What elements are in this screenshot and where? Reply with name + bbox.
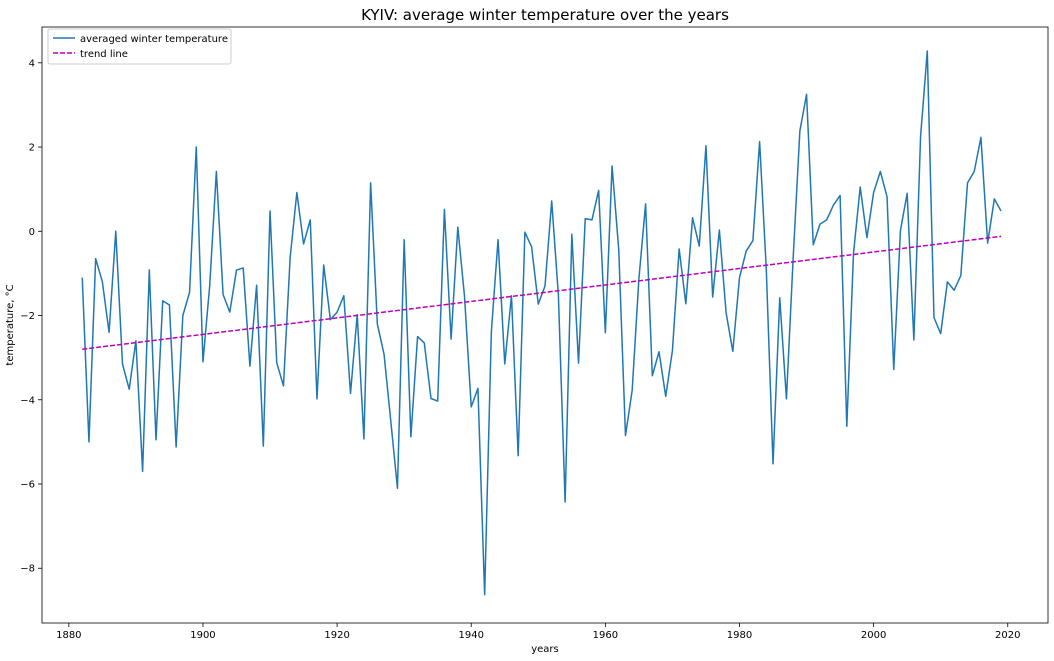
y-tick-label: 2 (29, 143, 35, 154)
series-line-trend (82, 235, 1002, 350)
x-tick-label: 2020 (995, 630, 1020, 641)
y-axis: 4 2 0 −2 −4 −6 −8 (20, 58, 42, 575)
legend-label-winter-temperature: averaged winter temperature (80, 34, 228, 45)
y-axis-label: temperature, °C (5, 284, 16, 365)
y-tick-label: −4 (20, 395, 35, 406)
y-tick-label: 4 (29, 58, 35, 69)
y-tick-label: 0 (29, 227, 35, 238)
x-tick-label: 1920 (324, 630, 349, 641)
x-tick-label: 1960 (593, 630, 618, 641)
x-tick-label: 1880 (56, 630, 81, 641)
x-tick-label: 1900 (190, 630, 215, 641)
legend-box (47, 28, 232, 65)
legend: averaged winter temperature trend line (47, 28, 232, 65)
chart-title: KYIV: average winter temperature over th… (361, 6, 729, 24)
plot-area (81, 50, 1002, 596)
x-axis-label: years (531, 644, 559, 655)
y-tick-label: −6 (20, 480, 35, 491)
x-axis: 1880 1900 1920 1940 1960 1980 2000 2020 (56, 623, 1020, 641)
x-tick-label: 1940 (459, 630, 484, 641)
axes-frame (41, 26, 1049, 624)
x-tick-label: 2000 (861, 630, 886, 641)
y-tick-label: −2 (20, 311, 35, 322)
series-line-winter-temperature (81, 50, 1002, 596)
y-tick-label: −8 (20, 564, 35, 575)
x-tick-label: 1980 (727, 630, 752, 641)
legend-label-trend-line: trend line (80, 49, 128, 60)
